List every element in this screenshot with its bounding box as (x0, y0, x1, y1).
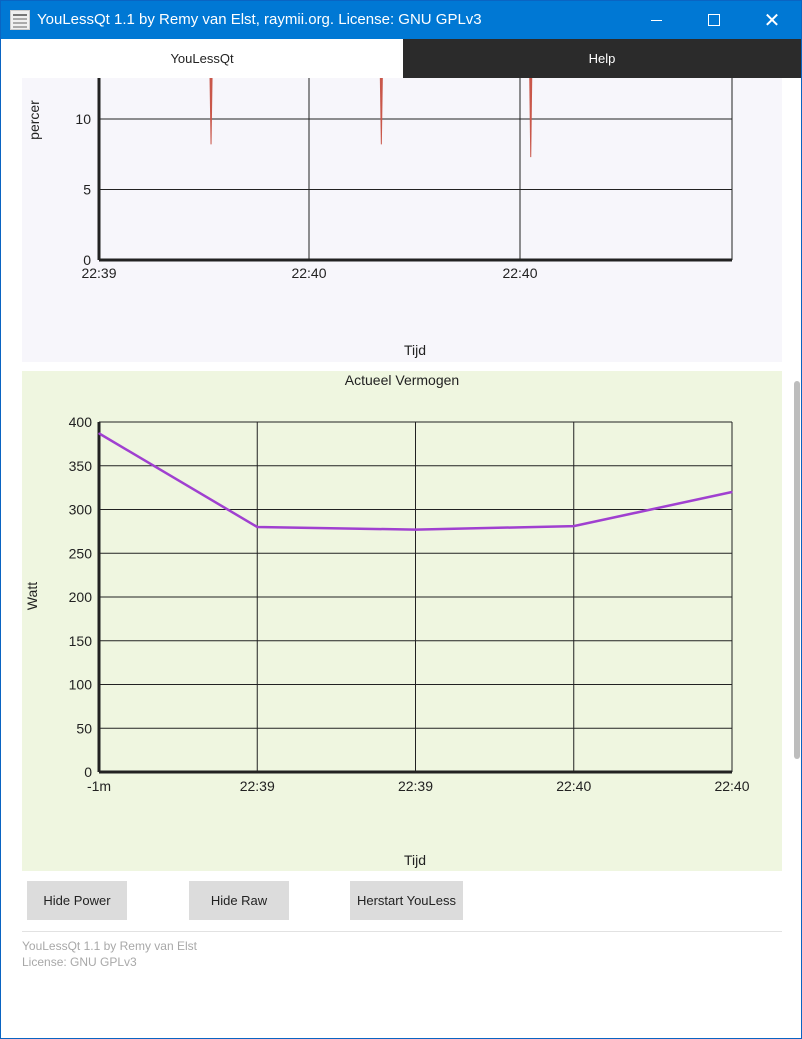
footer: YouLessQt 1.1 by Remy van Elst License: … (22, 938, 197, 970)
power-chart: Actueel Vermogen 0 50 100 150 200 250 300 350 40… (24, 372, 750, 868)
hide-power-button[interactable]: Hide Power (27, 881, 127, 920)
percentage-chart-panel: 0 5 10 22:39 22:40 22:40 percer Tijd (22, 78, 782, 362)
maximize-button[interactable] (685, 1, 743, 39)
minimize-icon (650, 19, 662, 21)
power-data-point (731, 491, 733, 493)
app-icon (10, 10, 30, 30)
y-tick-label: 300 (69, 502, 93, 518)
y-tick-label: 0 (84, 764, 92, 780)
spike-mark (209, 78, 213, 145)
x-axis-label: Tijd (404, 852, 426, 868)
y-tick-label: 150 (69, 633, 93, 649)
herstart-youless-button[interactable]: Herstart YouLess (350, 881, 463, 920)
minimize-button[interactable] (627, 1, 685, 39)
y-tick-label: 400 (69, 414, 93, 430)
main-content: 0 5 10 22:39 22:40 22:40 percer Tijd Actueel … (1, 78, 801, 1038)
footer-line-2: License: GNU GPLv3 (22, 955, 137, 969)
y-tick-label: 100 (69, 677, 93, 693)
x-tick-label: 22:40 (502, 265, 537, 281)
power-chart-panel: Actueel Vermogen 0 50 100 150 200 250 300 350 40… (22, 371, 782, 871)
power-data-point (98, 432, 100, 435)
tab-youlessqt[interactable]: YouLessQt (1, 39, 403, 78)
x-tick-label: 22:40 (556, 778, 591, 794)
y-tick-label: 0 (83, 252, 91, 268)
x-axis-label: Tijd (404, 342, 426, 358)
y-tick-label: 200 (69, 589, 93, 605)
hide-raw-button[interactable]: Hide Raw (189, 881, 289, 920)
x-tick-label: 22:40 (714, 778, 749, 794)
spike-mark (379, 78, 383, 145)
x-tick-label: 22:39 (81, 265, 116, 281)
y-tick-label: 250 (69, 545, 93, 561)
power-data-point (414, 528, 417, 531)
power-data-point (256, 526, 259, 528)
window-title: YouLessQt 1.1 by Remy van Elst, raymii.o… (37, 11, 482, 28)
chart-title: Actueel Vermogen (345, 372, 459, 388)
divider (22, 931, 782, 932)
y-axis-label: percer (26, 100, 42, 140)
spike-mark (529, 78, 533, 158)
x-tick-label: 22:39 (398, 778, 433, 794)
y-tick-label: 350 (69, 458, 93, 474)
x-tick-label: 22:40 (291, 265, 326, 281)
footer-line-1: YouLessQt 1.1 by Remy van Elst (22, 939, 197, 953)
x-tick-label: -1m (87, 778, 111, 794)
title-bar: YouLessQt 1.1 by Remy van Elst, raymii.o… (1, 1, 801, 39)
y-tick-label: 5 (83, 182, 91, 198)
tab-bar: YouLessQt Help (1, 39, 801, 78)
close-icon: ✕ (763, 9, 781, 32)
maximize-icon (708, 14, 720, 26)
scrollbar[interactable] (794, 381, 800, 759)
x-tick-label: 22:39 (240, 778, 275, 794)
close-button[interactable]: ✕ (743, 1, 801, 39)
tab-help[interactable]: Help (588, 51, 616, 66)
y-tick-label: 50 (76, 720, 92, 736)
y-tick-label: 10 (75, 111, 91, 127)
action-buttons: Hide Power Hide Raw Herstart YouLess (1, 881, 801, 921)
power-data-point (572, 525, 575, 527)
percentage-chart: 0 5 10 22:39 22:40 22:40 percer Tijd (26, 78, 733, 358)
y-axis-label: Watt (24, 582, 40, 610)
